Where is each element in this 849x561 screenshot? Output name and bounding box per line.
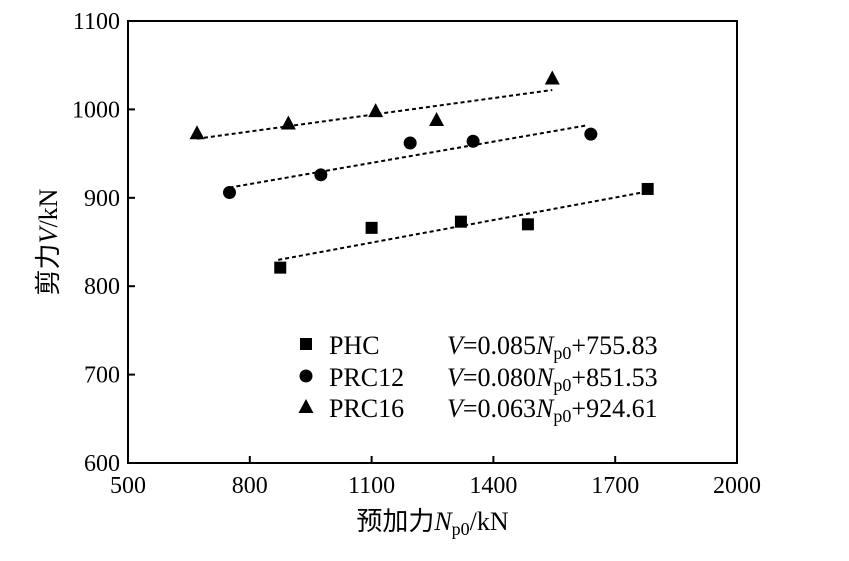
prc16-point xyxy=(189,125,205,140)
legend-equation-part: =0.080 xyxy=(463,363,536,392)
plot-frame xyxy=(127,20,738,464)
prc16-point xyxy=(544,70,560,85)
legend-equation-part: N xyxy=(535,331,555,360)
x-tick-label: 2000 xyxy=(713,473,761,499)
prc12-point xyxy=(403,136,417,150)
legend-equation-part: p0 xyxy=(553,406,571,426)
legend-equation-part: V xyxy=(447,363,466,392)
prc16-legend-marker xyxy=(298,399,314,413)
x-tick-label: 1400 xyxy=(469,473,517,499)
x-axis-label-var: N xyxy=(433,507,453,536)
y-axis-label-unit: /kN xyxy=(34,188,63,227)
x-axis-label-sub: p0 xyxy=(452,519,470,539)
prc12-legend-name: PRC12 xyxy=(329,363,404,392)
data-marks xyxy=(189,70,654,274)
prc16-legend-name: PRC16 xyxy=(329,394,404,423)
y-axis-label-var: V xyxy=(34,224,63,243)
prc12-fit-line xyxy=(229,124,587,189)
x-tick-label: 1100 xyxy=(348,473,395,499)
phc-legend-name: PHC xyxy=(329,331,380,360)
x-axis-label-pre: 预加力 xyxy=(356,507,434,536)
prc16-point xyxy=(368,103,384,118)
phc-legend-marker xyxy=(300,338,312,350)
legend-equation-part: N xyxy=(535,363,555,392)
phc-point xyxy=(365,221,378,234)
prc12-legend-equation: V=0.080Np0+851.53 xyxy=(447,363,658,395)
phc-point xyxy=(521,218,534,231)
legend-equation-part: V xyxy=(447,394,466,423)
prc16-point xyxy=(280,115,296,130)
prc12-point xyxy=(223,185,236,199)
legend-equation-part: +755.83 xyxy=(571,331,657,360)
legend-equation-part: N xyxy=(535,394,555,423)
phc-point xyxy=(454,215,467,228)
phc-fit-line xyxy=(278,190,646,261)
legend-equation-part: p0 xyxy=(553,375,571,395)
axis-ticks: 500 800 1100 1400 1700 2000 600 700 800 900 1000 11… xyxy=(72,9,761,499)
y-tick-label: 600 xyxy=(84,451,120,477)
x-axis-label: 预加力Np0/kN xyxy=(356,507,509,539)
legend-equation-part: =0.063 xyxy=(463,394,536,423)
legend-equation-part: V xyxy=(447,331,466,360)
x-axis-label-unit: /kN xyxy=(470,507,509,536)
x-tick-label: 500 xyxy=(110,473,146,499)
plot-area xyxy=(127,20,738,464)
x-tick-label: 800 xyxy=(232,473,268,499)
y-axis-label: 剪力V/kN xyxy=(34,188,63,295)
phc-point xyxy=(274,261,287,274)
y-tick-label: 900 xyxy=(84,186,120,212)
prc12-point xyxy=(314,168,328,182)
legend-equation-part: +851.53 xyxy=(571,363,657,392)
phc-legend-equation: V=0.085Np0+755.83 xyxy=(447,331,658,363)
legend-equation-part: p0 xyxy=(553,343,571,363)
y-tick-label: 800 xyxy=(84,274,120,300)
prc16-point xyxy=(429,112,445,127)
prc16-fit-line xyxy=(196,89,553,140)
prc16-legend-equation: V=0.063Np0+924.61 xyxy=(447,394,658,426)
y-tick-label: 1100 xyxy=(73,9,120,35)
legend-equation-part: =0.085 xyxy=(463,331,536,360)
x-tick-label: 1700 xyxy=(591,473,639,499)
legend-equation-part: +924.61 xyxy=(571,394,657,423)
prc12-point xyxy=(466,134,480,148)
prc12-legend-marker xyxy=(299,369,313,383)
y-tick-label: 700 xyxy=(84,363,120,389)
y-axis-label-pre: 剪力 xyxy=(34,243,63,295)
phc-point xyxy=(641,182,654,195)
y-tick-label: 1000 xyxy=(72,97,120,123)
prc12-point xyxy=(584,127,598,141)
